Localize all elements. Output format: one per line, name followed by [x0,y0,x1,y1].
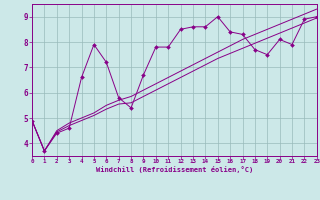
X-axis label: Windchill (Refroidissement éolien,°C): Windchill (Refroidissement éolien,°C) [96,166,253,173]
